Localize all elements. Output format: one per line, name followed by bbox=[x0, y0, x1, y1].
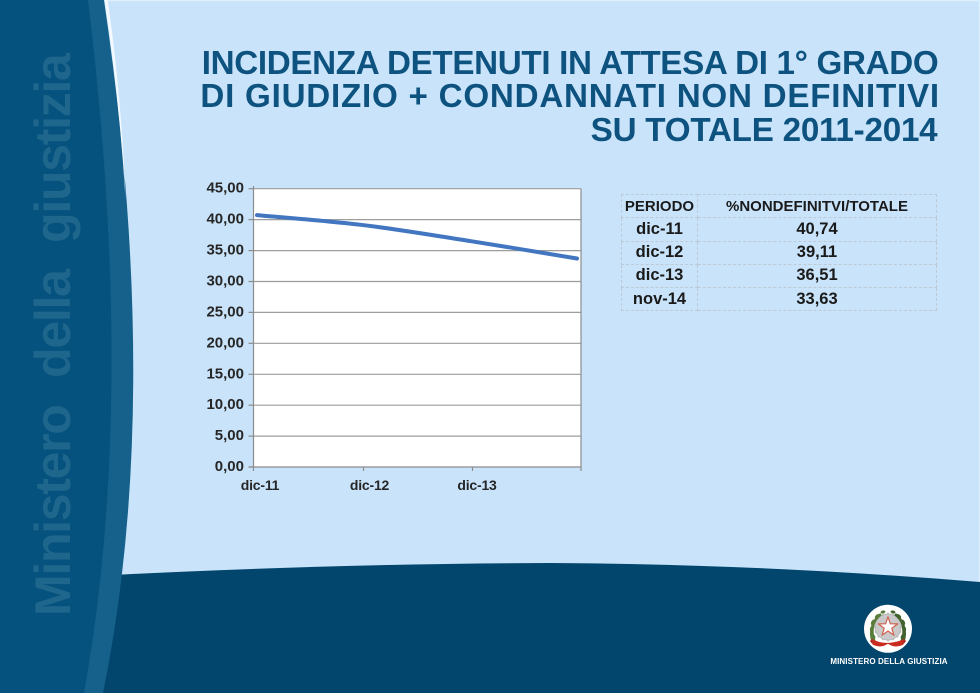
svg-text:40,00: 40,00 bbox=[206, 211, 244, 228]
svg-text:30,00: 30,00 bbox=[206, 273, 244, 290]
svg-text:15,00: 15,00 bbox=[206, 365, 244, 382]
svg-text:dic-12: dic-12 bbox=[350, 477, 390, 493]
svg-text:0,00: 0,00 bbox=[215, 458, 244, 475]
svg-text:5,00: 5,00 bbox=[215, 427, 244, 444]
svg-text:dic-13: dic-13 bbox=[457, 477, 497, 493]
svg-text:45,00: 45,00 bbox=[206, 180, 244, 197]
svg-text:25,00: 25,00 bbox=[206, 303, 244, 320]
svg-text:20,00: 20,00 bbox=[206, 334, 244, 351]
svg-text:dic-11: dic-11 bbox=[241, 477, 280, 493]
svg-text:10,00: 10,00 bbox=[206, 396, 244, 413]
svg-text:35,00: 35,00 bbox=[206, 242, 244, 259]
